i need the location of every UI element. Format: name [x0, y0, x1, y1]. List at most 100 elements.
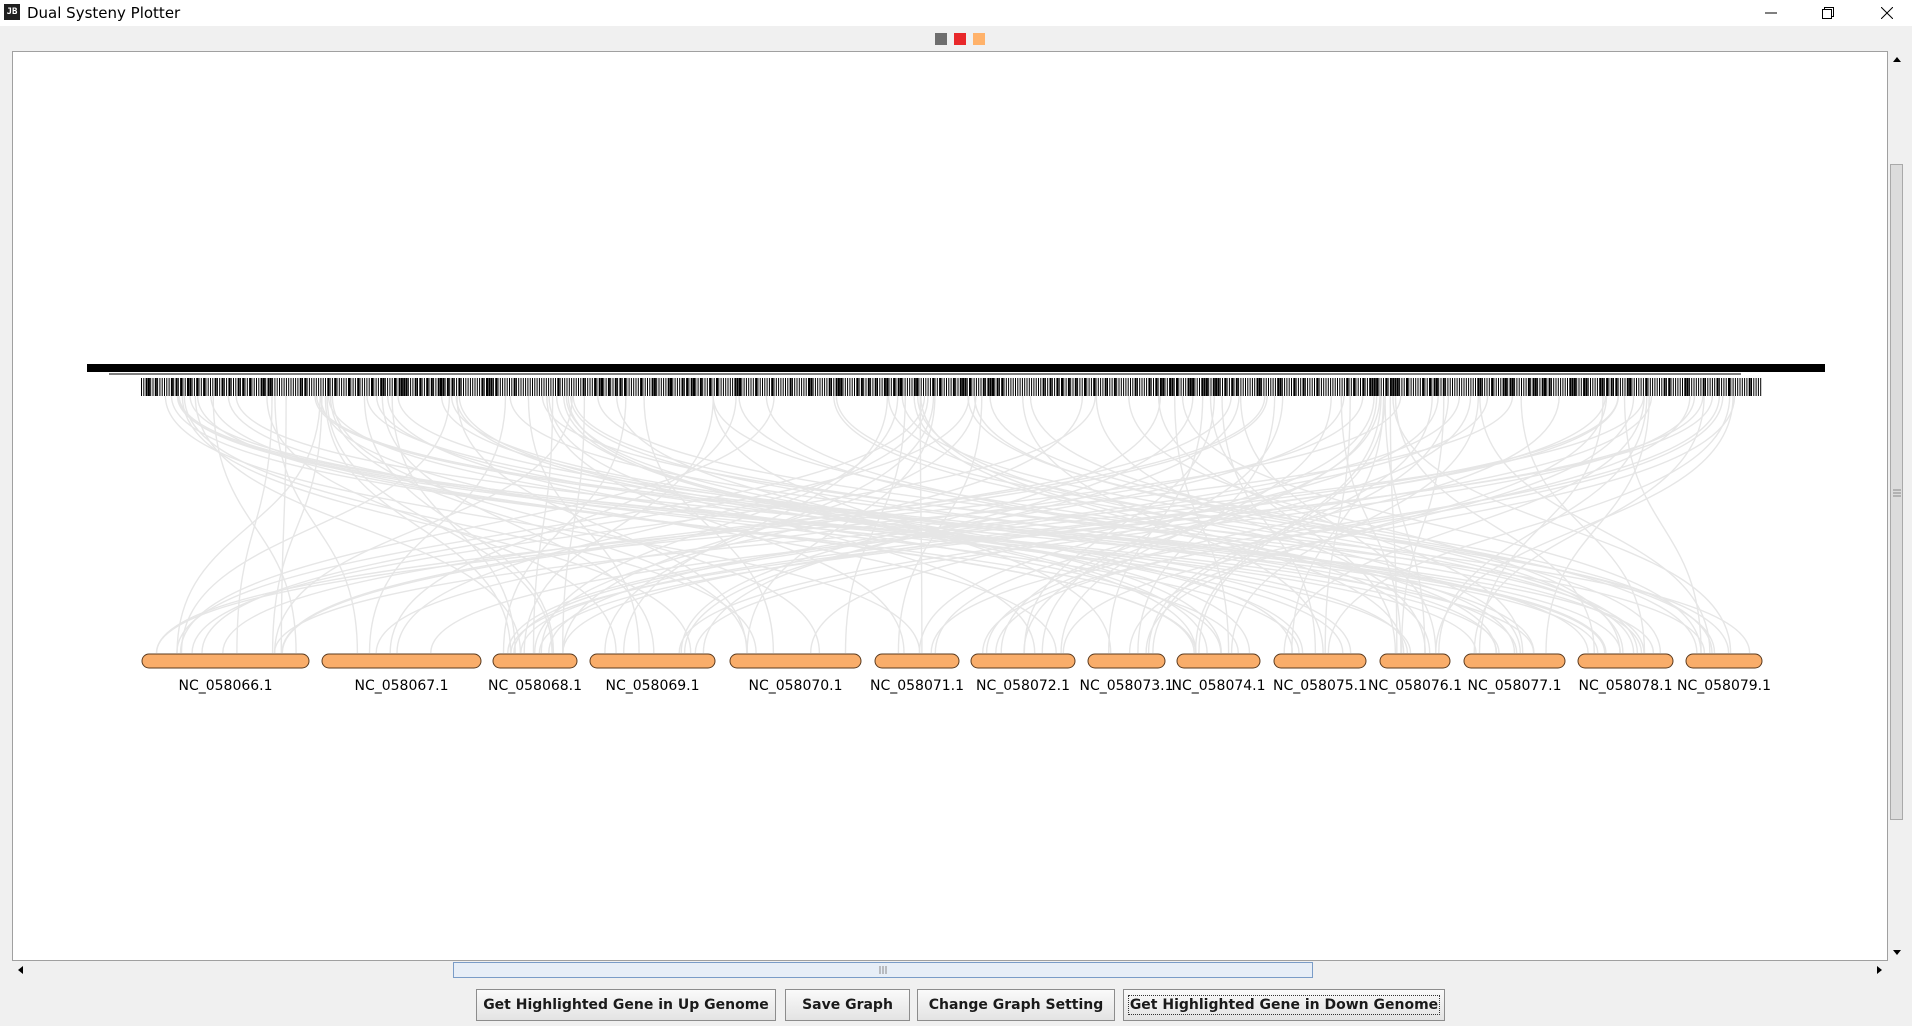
red-swatch	[954, 33, 966, 45]
synteny-link	[1327, 395, 1731, 654]
chromosome-bar[interactable]	[141, 653, 310, 669]
scroll-left-button[interactable]	[12, 961, 30, 979]
restore-button[interactable]	[1805, 0, 1851, 26]
synteny-link	[1324, 395, 1351, 654]
synteny-links	[155, 395, 1751, 654]
synteny-link	[326, 395, 553, 654]
horizontal-scroll-thumb[interactable]	[453, 962, 1313, 978]
synteny-link	[1209, 395, 1397, 654]
chromosome-label: NC_058066.1	[178, 678, 272, 694]
chromosome-label: NC_058074.1	[1171, 678, 1265, 694]
chromosome-label: NC_058078.1	[1578, 678, 1672, 694]
synteny-link	[176, 395, 321, 654]
synteny-link	[1291, 395, 1385, 654]
scroll-down-button[interactable]	[1888, 943, 1906, 961]
minimize-button[interactable]	[1748, 0, 1794, 26]
synteny-link	[327, 395, 1344, 654]
chromosome-label: NC_058073.1	[1079, 678, 1173, 694]
close-button[interactable]	[1864, 0, 1910, 26]
synteny-link	[567, 395, 1208, 654]
get-up-genome-gene-button[interactable]: Get Highlighted Gene in Up Genome	[476, 989, 776, 1021]
synteny-link	[548, 395, 1036, 654]
chromosome-bar[interactable]	[729, 653, 862, 669]
synteny-link	[967, 395, 1698, 654]
vertical-scrollbar[interactable]	[1888, 51, 1906, 961]
synteny-link	[222, 395, 1266, 654]
window-title: Dual Systeny Plotter	[27, 4, 181, 22]
synteny-link	[1147, 395, 1433, 654]
synteny-link	[985, 395, 1560, 654]
chromosome-bar[interactable]	[970, 653, 1076, 669]
chromosome-label: NC_058077.1	[1467, 678, 1561, 694]
chromosome-bar[interactable]	[1577, 653, 1674, 669]
synteny-link	[456, 395, 748, 654]
chromosome-bar[interactable]	[589, 653, 716, 669]
synteny-link	[1157, 395, 1524, 654]
synteny-link	[1095, 395, 1426, 654]
chromosome-bar[interactable]	[874, 653, 960, 669]
change-graph-setting-button[interactable]: Change Graph Setting	[917, 989, 1115, 1021]
synteny-link	[381, 395, 655, 654]
synteny-link	[331, 395, 821, 654]
synteny-link	[212, 395, 297, 654]
restore-icon	[1822, 7, 1834, 19]
app-icon: JB	[4, 4, 20, 20]
synteny-link	[1128, 395, 1621, 654]
chromosome-bar[interactable]	[1087, 653, 1166, 669]
action-buttons: Get Highlighted Gene in Up Genome Save G…	[0, 989, 1912, 1023]
chromosome-bar[interactable]	[492, 653, 578, 669]
synteny-link	[391, 395, 516, 654]
synteny-link	[1023, 395, 1378, 654]
synteny-link	[176, 395, 926, 654]
synteny-link	[280, 395, 287, 654]
synteny-link	[189, 395, 1500, 654]
chromosome-label: NC_058070.1	[748, 678, 842, 694]
down-genome-chromosomes: NC_058066.1 NC_058067.1 NC_058068.1 NC_0580…	[141, 653, 1771, 694]
synteny-link	[548, 395, 1345, 654]
synteny-link	[194, 395, 522, 654]
synteny-link	[897, 395, 983, 654]
chromosome-bar[interactable]	[1379, 653, 1451, 669]
synteny-link	[1029, 395, 1624, 654]
chromosome-bar[interactable]	[1685, 653, 1763, 669]
minimize-icon	[1765, 12, 1777, 14]
arrow-up-icon	[1893, 57, 1901, 62]
synteny-canvas[interactable]: NC_058066.1 NC_058067.1 NC_058068.1 NC_0580…	[12, 51, 1888, 961]
grip-icon	[1893, 489, 1901, 497]
arrow-left-icon	[18, 966, 23, 974]
chromosome-bar[interactable]	[1176, 653, 1261, 669]
up-genome-bar	[87, 364, 1825, 372]
synteny-link	[430, 395, 1619, 654]
synteny-link	[643, 395, 775, 654]
synteny-link	[597, 395, 1751, 654]
up-genome-track	[87, 364, 1825, 396]
synteny-link	[329, 395, 749, 654]
synteny-link	[396, 395, 929, 654]
synteny-link	[1545, 395, 1650, 654]
synteny-link	[572, 395, 1643, 654]
horizontal-scrollbar[interactable]	[12, 961, 1888, 979]
synteny-link	[455, 395, 1304, 654]
synteny-link	[271, 395, 323, 654]
save-graph-button[interactable]: Save Graph	[785, 989, 910, 1021]
chromosome-label: NC_058079.1	[1677, 678, 1771, 694]
synteny-link	[191, 395, 1096, 654]
chromosome-bar[interactable]	[321, 653, 482, 669]
synteny-link	[538, 395, 1704, 654]
synteny-link	[1438, 395, 1648, 654]
chromosome-label: NC_058067.1	[354, 678, 448, 694]
chromosome-label: NC_058071.1	[870, 678, 964, 694]
synteny-link	[678, 395, 1653, 654]
synteny-link	[389, 395, 737, 654]
synteny-link	[746, 395, 936, 654]
get-down-genome-gene-button[interactable]: Get Highlighted Gene in Down Genome	[1123, 989, 1445, 1021]
vertical-scroll-thumb[interactable]	[1890, 164, 1903, 820]
scroll-up-button[interactable]	[1888, 51, 1906, 69]
synteny-link	[1221, 395, 1317, 654]
synteny-link	[562, 395, 1607, 654]
scroll-right-button[interactable]	[1870, 961, 1888, 979]
chromosome-bar[interactable]	[1273, 653, 1367, 669]
synteny-link	[520, 395, 1619, 654]
synteny-link	[1389, 395, 1398, 654]
chromosome-bar[interactable]	[1463, 653, 1566, 669]
